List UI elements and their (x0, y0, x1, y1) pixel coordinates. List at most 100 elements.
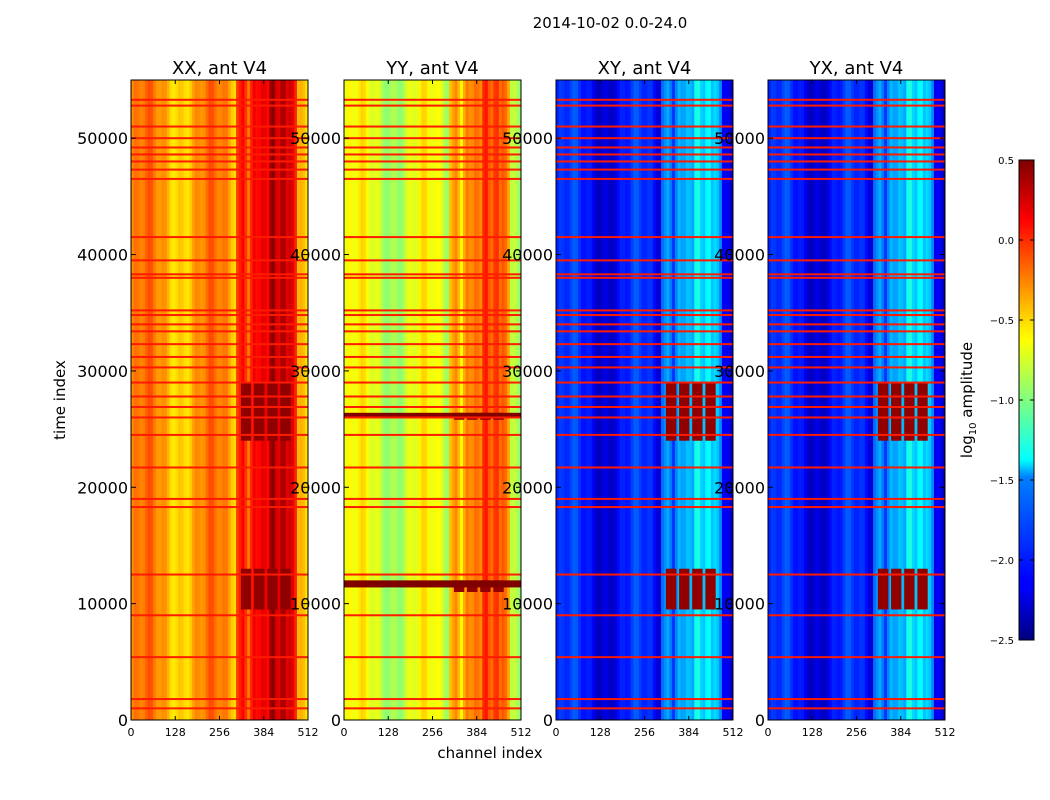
flagged-row (768, 273, 945, 276)
rfi-row (344, 412, 521, 419)
figure-suptitle: 2014-10-02 0.0-24.0 (533, 14, 688, 32)
colorbar-label-sub: 10 (968, 422, 979, 435)
x-tick-label: 0 (553, 726, 560, 739)
flagged-row (131, 314, 308, 317)
rfi-block (240, 382, 252, 441)
rfi-block (877, 568, 889, 610)
heatmap-image (344, 80, 521, 720)
panel-4: YX, ant V4 0 128 256 384 512 0 10000 20000 30000 4… (714, 58, 955, 739)
flagged-row (344, 343, 521, 346)
flagged-row (768, 433, 945, 436)
flagged-row (768, 160, 945, 163)
flagged-row (768, 343, 945, 346)
y-tick-label: 0 (331, 711, 341, 730)
rfi-block (877, 382, 889, 441)
flagged-row (556, 343, 733, 346)
y-tick-label: 10000 (290, 595, 341, 614)
flagged-row (556, 309, 733, 312)
y-tick-label: 40000 (714, 246, 765, 265)
flagged-row (556, 330, 733, 333)
flagged-row (344, 309, 521, 312)
flagged-row (131, 323, 308, 326)
x-tick-label: 0 (128, 726, 135, 739)
flagged-row (768, 177, 945, 180)
rfi-block (254, 568, 265, 610)
x-tick-label: 512 (298, 726, 319, 739)
x-tick-label: 0 (765, 726, 772, 739)
flagged-row (344, 259, 521, 262)
flagged-row (768, 614, 945, 617)
flagged-row (131, 614, 308, 617)
colorbar-tick-label: −0.5 (990, 316, 1014, 327)
y-tick-label: 50000 (502, 129, 553, 148)
rfi-block (692, 382, 703, 441)
colorbar-tick-label: −1.5 (990, 476, 1014, 487)
flagged-row (556, 698, 733, 701)
flagged-row (768, 366, 945, 369)
flagged-row (344, 153, 521, 156)
flagged-row (768, 506, 945, 509)
flagged-row (768, 497, 945, 500)
colorbar-tick-label: −2.0 (990, 556, 1014, 567)
flagged-row (344, 160, 521, 163)
flagged-row (131, 98, 308, 101)
flagged-row (768, 146, 945, 149)
rfi-block (891, 382, 902, 441)
flagged-row (344, 276, 521, 279)
flagged-row (556, 433, 733, 436)
x-tick-label: 128 (590, 726, 611, 739)
colorbar-label-log: log (958, 435, 976, 458)
flagged-row (768, 707, 945, 710)
flagged-row (344, 104, 521, 107)
flagged-row (768, 309, 945, 312)
flagged-row (556, 314, 733, 317)
flagged-row (131, 573, 308, 576)
flagged-row (131, 177, 308, 180)
flagged-row (344, 273, 521, 276)
flagged-row (131, 236, 308, 239)
x-tick-label: 128 (378, 726, 399, 739)
x-tick-label: 0 (341, 726, 348, 739)
flagged-row (344, 323, 521, 326)
flagged-row (344, 177, 521, 180)
flagged-row (344, 330, 521, 333)
y-tick-label: 20000 (77, 478, 128, 497)
flagged-row (556, 323, 733, 326)
rfi-block (267, 382, 278, 441)
x-tick-label: 384 (466, 726, 487, 739)
flagged-row (131, 146, 308, 149)
rfi-block (267, 568, 278, 610)
rfi-block (280, 382, 291, 441)
x-tick-label: 256 (209, 726, 230, 739)
flagged-row (768, 104, 945, 107)
y-tick-label: 40000 (290, 246, 341, 265)
colorbar-tick-label: −1.0 (990, 396, 1014, 407)
flagged-row (344, 137, 521, 140)
panel-title: YX, ant V4 (809, 58, 904, 79)
flagged-row (344, 125, 521, 128)
flagged-row (556, 366, 733, 369)
flagged-row (131, 698, 308, 701)
colorbar-label: log10 amplitude (958, 342, 979, 458)
x-tick-label: 256 (634, 726, 655, 739)
panels-group: XX, ant V4 0 128 256 384 512 0 10000 20000 30000 4… (77, 58, 955, 739)
flagged-row (344, 405, 521, 408)
flagged-row (344, 416, 521, 419)
flagged-row (344, 656, 521, 659)
y-tick-label: 10000 (714, 595, 765, 614)
y-tick-label: 0 (118, 711, 128, 730)
flagged-row (131, 309, 308, 312)
panel-title: YY, ant V4 (385, 58, 478, 79)
flagged-row (344, 698, 521, 701)
flagged-row (556, 355, 733, 358)
x-tick-label: 384 (890, 726, 911, 739)
panel-1: XX, ant V4 0 128 256 384 512 0 10000 20000 30000 4… (77, 58, 318, 739)
flagged-row (556, 573, 733, 576)
flagged-row (768, 355, 945, 358)
y-tick-label: 40000 (502, 246, 553, 265)
rfi-block (665, 382, 677, 441)
y-tick-label: 20000 (502, 478, 553, 497)
flagged-row (768, 125, 945, 128)
flagged-row (556, 497, 733, 500)
flagged-row (768, 98, 945, 101)
